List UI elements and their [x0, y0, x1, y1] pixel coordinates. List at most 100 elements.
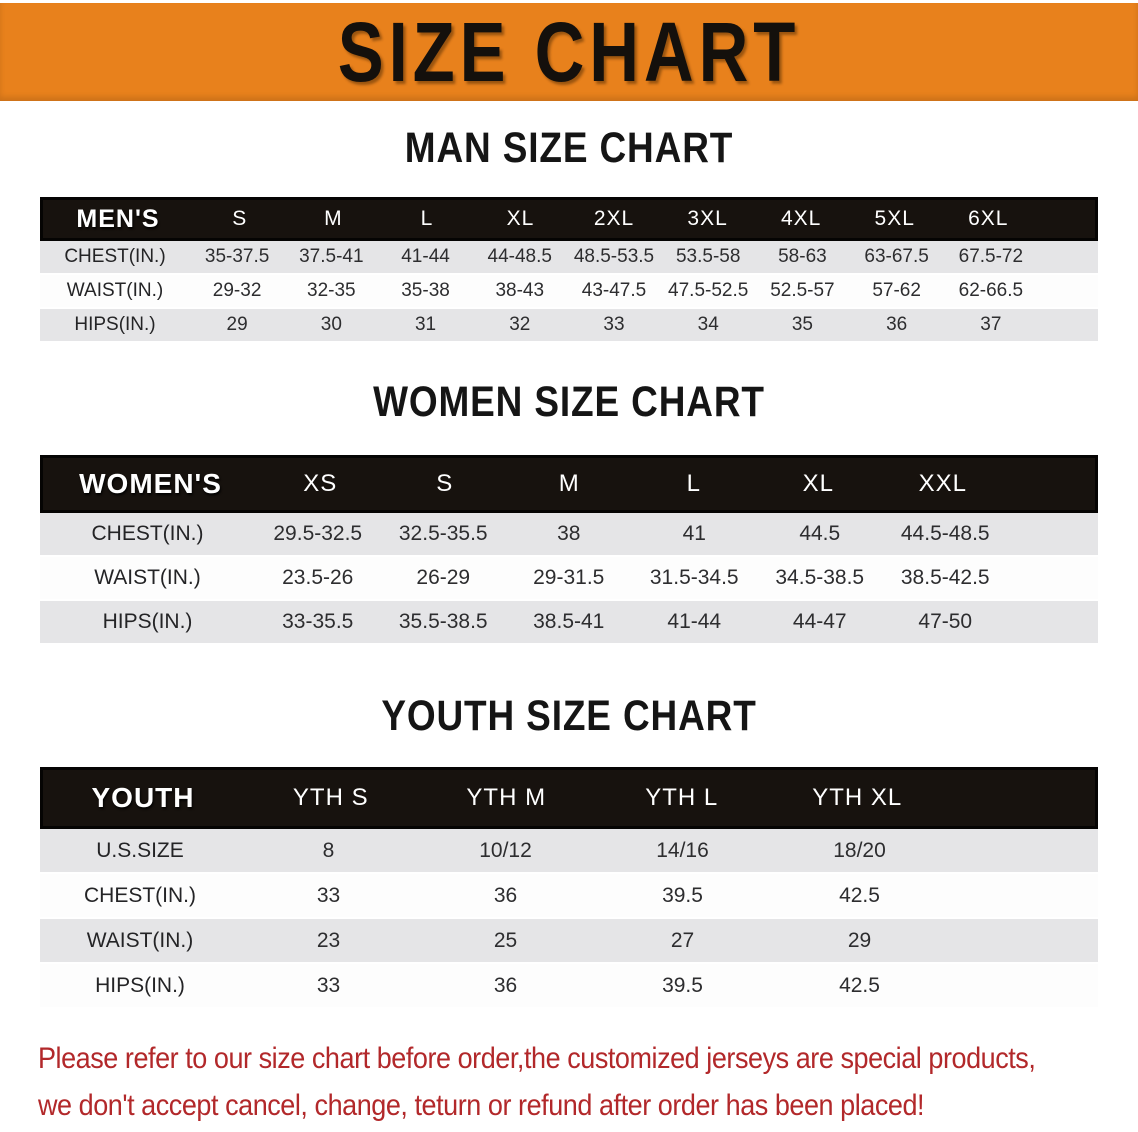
section-heading: YOUTH SIZE CHART	[381, 692, 757, 740]
table-cell: 26-29	[416, 566, 471, 589]
table-cell: 37.5-41	[299, 246, 364, 267]
column-header: XXL	[918, 470, 967, 497]
table-cell: 29	[226, 314, 248, 335]
table-cell: 32	[509, 314, 531, 335]
table-cell: 30	[320, 314, 342, 335]
column-header: L	[686, 470, 701, 497]
table-row: WAIST(IN.) 23 25 27 29	[40, 919, 1098, 964]
table-cell: 53.5-58	[675, 246, 741, 267]
row-label: CHEST(IN.)	[64, 246, 166, 267]
row-label: CHEST(IN.)	[91, 522, 204, 545]
table-row: WAIST(IN.) 23.5-26 26-29 29-31.5 31.5-34.5 34…	[40, 557, 1098, 601]
table-cell: 29-31.5	[533, 566, 605, 589]
table-cell: 44-48.5	[487, 246, 552, 267]
table-corner-label: MEN'S	[76, 204, 160, 233]
table-cell: 35-37.5	[204, 246, 270, 267]
table-cell: 47-50	[918, 610, 973, 633]
column-header: XS	[303, 470, 338, 497]
table-cell: 33-35.5	[282, 610, 354, 633]
table-cell: 35	[791, 314, 813, 335]
table-cell: 41-44	[667, 610, 722, 633]
table-cell: 29	[847, 928, 872, 952]
table-cell: 57-62	[872, 280, 921, 301]
table-cell: 52.5-57	[770, 280, 835, 301]
disclaimer-line-2: we don't accept cancel, change, teturn o…	[38, 1089, 925, 1122]
table-row: CHEST(IN.) 33 36 39.5 42.5	[40, 874, 1098, 919]
row-label: WAIST(IN.)	[94, 566, 201, 589]
column-header: S	[232, 207, 248, 230]
section-heading: MAN SIZE CHART	[404, 124, 734, 172]
table-row: HIPS(IN.) 33 36 39.5 42.5	[40, 964, 1098, 1009]
table-cell: 39.5	[662, 883, 703, 907]
column-header: 4XL	[780, 207, 822, 230]
section-man-size-chart: MAN SIZE CHART MEN'S S M L XL 2XL 3XL 4XL 5XL 6XL C…	[40, 127, 1098, 343]
section-heading: WOMEN SIZE CHART	[373, 378, 765, 426]
table-cell: 27	[670, 928, 695, 952]
table-cell: 38	[557, 522, 581, 545]
column-header: YTH M	[466, 784, 547, 811]
table-cell: 38.5-41	[533, 610, 605, 633]
column-header: YTH S	[292, 784, 369, 811]
page-title: SIZE CHART	[337, 5, 801, 99]
table-row: WAIST(IN.) 29-32 32-35 35-38 38-43 43-47.5 47.…	[40, 275, 1098, 309]
table-cell: 36	[493, 883, 518, 907]
table-corner-label: YOUTH	[91, 782, 195, 813]
table-cell: 32-35	[307, 280, 356, 301]
column-header: M	[324, 207, 343, 230]
column-header: L	[420, 207, 434, 230]
table-cell: 41	[682, 522, 706, 545]
table-cell: 58-63	[778, 246, 827, 267]
column-header: 5XL	[874, 207, 915, 230]
row-label: WAIST(IN.)	[66, 280, 164, 301]
disclaimer: Please refer to our size chart before or…	[38, 1035, 1138, 1129]
table-row: U.S.SIZE 8 10/12 14/16 18/20	[40, 829, 1098, 874]
table-cell: 18/20	[833, 838, 886, 862]
table-cell: 38.5-42.5	[900, 566, 990, 589]
table-cell: 34.5-38.5	[775, 566, 865, 589]
table-cell: 43-47.5	[581, 280, 647, 301]
size-table: YOUTH YTH S YTH M YTH L YTH XL U.S.SIZE 8 10/12…	[40, 767, 1098, 1009]
table-cell: 31.5-34.5	[649, 566, 739, 589]
table-cell: 10/12	[479, 838, 532, 862]
table-cell: 47.5-52.5	[668, 280, 749, 301]
table-cell: 35.5-38.5	[398, 610, 488, 633]
table-cell: 36	[886, 314, 908, 335]
table-cell: 23	[316, 928, 341, 952]
column-header: 3XL	[687, 207, 728, 230]
size-table: WOMEN'S XS S M L XL XXL CHEST(IN.) 29.5-32.5 32.5…	[40, 455, 1098, 645]
table-corner-label: WOMEN'S	[79, 468, 222, 499]
table-cell: 8	[322, 838, 335, 862]
size-chart-sections: MAN SIZE CHART MEN'S S M L XL 2XL 3XL 4XL 5XL 6XL C…	[0, 127, 1138, 1009]
section-youth-size-chart: YOUTH SIZE CHART YOUTH YTH S YTH M YTH L YTH …	[40, 695, 1098, 1009]
table-cell: 33	[316, 973, 341, 997]
size-table: MEN'S S M L XL 2XL 3XL 4XL 5XL 6XL CHEST(IN.) 35-37…	[40, 197, 1098, 343]
table-cell: 42.5	[839, 973, 880, 997]
table-cell: 62-66.5	[958, 280, 1024, 301]
table-cell: 36	[493, 973, 518, 997]
table-cell: 38-43	[495, 280, 545, 301]
row-label: HIPS(IN.)	[95, 973, 185, 997]
table-cell: 25	[493, 928, 518, 952]
table-cell: 34	[697, 314, 719, 335]
table-cell: 37	[980, 314, 1002, 335]
row-label: WAIST(IN.)	[86, 928, 194, 952]
column-header: S	[436, 470, 454, 497]
table-cell: 39.5	[662, 973, 703, 997]
column-header: M	[558, 470, 580, 497]
table-row: CHEST(IN.) 35-37.5 37.5-41 41-44 44-48.5 48.5…	[40, 241, 1098, 275]
section-women-size-chart: WOMEN SIZE CHART WOMEN'S XS S M L XL XXL CHEST(I…	[40, 381, 1098, 645]
row-label: U.S.SIZE	[96, 838, 184, 862]
table-cell: 33	[603, 314, 625, 335]
column-header: XL	[506, 207, 535, 230]
column-header: XL	[802, 470, 834, 497]
column-header: YTH XL	[812, 784, 903, 811]
disclaimer-line-1: Please refer to our size chart before or…	[38, 1042, 1036, 1075]
table-cell: 44.5	[799, 522, 841, 545]
table-cell: 33	[316, 883, 341, 907]
table-cell: 14/16	[656, 838, 709, 862]
row-label: HIPS(IN.)	[102, 610, 193, 633]
column-header: 2XL	[593, 207, 635, 230]
table-cell: 29-32	[212, 280, 262, 301]
column-header: 6XL	[968, 207, 1009, 230]
